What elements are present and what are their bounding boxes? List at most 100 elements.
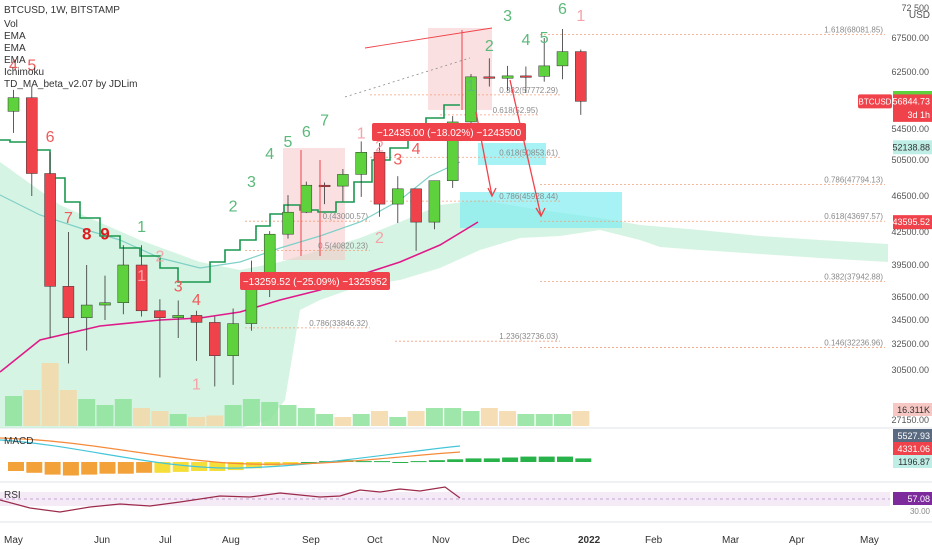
macd-histogram-bar (575, 458, 592, 462)
ema-long-line (0, 221, 479, 373)
price-tag-label: 43595.52 (892, 217, 930, 227)
indicator-legend: TD_MA_beta_v2.07 by JDLim (4, 79, 137, 90)
price-tag-label: 56844.73 (892, 96, 930, 106)
volume-bar (407, 411, 425, 426)
price-tag-label: 3d 1h (907, 110, 930, 120)
ichimoku-cloud (0, 162, 888, 428)
candle (483, 58, 496, 87)
candle-body (300, 184, 313, 213)
candle-body (428, 180, 441, 223)
volume-bar (297, 408, 315, 426)
candle-body (99, 302, 111, 306)
projection-arrowhead (487, 187, 497, 198)
price-tag (893, 215, 932, 230)
price-axis-label: 54500.00 (891, 124, 929, 134)
macd-tag (893, 442, 932, 455)
price-tag-label: 52138.88 (892, 142, 930, 152)
candle-body (446, 121, 459, 181)
price-axis-label: 34500.00 (891, 315, 929, 325)
candle-body (520, 75, 532, 78)
candle-body (26, 97, 38, 174)
fib-label: 0.786(47794.13) (824, 175, 883, 184)
price-axis-label: 39500.00 (891, 260, 929, 270)
volume-bar (425, 408, 443, 426)
td-count-label: 1 (192, 376, 201, 393)
macd-histogram-bar (62, 462, 79, 476)
candle (318, 182, 331, 205)
volume-bar (188, 417, 205, 426)
resistance-line (364, 27, 493, 49)
macd-histogram-bar (136, 462, 153, 473)
macd-tag-label: 1196.87 (898, 457, 930, 467)
td-count-label: 3 (174, 279, 183, 296)
time-axis-label: Dec (512, 535, 530, 546)
candle-body (7, 97, 20, 112)
time-axis-label: Jun (94, 535, 110, 546)
td-count-label: 4 (412, 141, 421, 158)
macd-histogram-bar (483, 458, 500, 462)
td-count-label: 5 (284, 134, 293, 151)
td-count-label: 1 (137, 268, 146, 285)
volume-bar (224, 405, 242, 426)
time-axis-label: May (4, 535, 23, 546)
macd-tag (893, 429, 932, 442)
macd-histogram-bar (282, 462, 299, 464)
macd-tag (893, 455, 932, 468)
volume-bar (535, 414, 553, 426)
volume-bar (78, 399, 96, 426)
price-axis-label: 30500.00 (891, 365, 929, 375)
volume-bar (96, 405, 114, 426)
candle (209, 316, 221, 387)
volume-bar (389, 417, 407, 426)
td-count-label: 3 (247, 174, 256, 191)
volume-tag (893, 403, 932, 416)
td-count-label: 9 (100, 225, 109, 244)
fib-label: 1.236(32736.03) (499, 332, 558, 341)
macd-histogram-bar (465, 458, 482, 462)
volume-bar (444, 408, 462, 426)
trend-dotted-line (344, 57, 471, 98)
price-axis-label: 62500.00 (891, 67, 929, 77)
price-tag-label: BTCUSD (859, 97, 892, 106)
macd-signal-line (0, 437, 461, 465)
volume-bar (572, 411, 590, 426)
fib-label: 0.618(43697.57) (824, 212, 883, 221)
volume-bar (462, 411, 480, 426)
td-count-label: 4 (9, 58, 18, 75)
candle-body (410, 188, 422, 223)
candle (556, 29, 569, 80)
candle (7, 89, 20, 133)
candle-body (172, 315, 184, 318)
candle-body (154, 310, 166, 318)
candle (373, 142, 386, 217)
time-axis-label: May (860, 535, 879, 546)
candle (44, 152, 56, 338)
fib-label: 0.382(57772.29) (499, 86, 558, 95)
volume-tag-label: 16.311K (897, 405, 930, 415)
td-count-label: 8 (82, 225, 91, 244)
volume-bar (517, 414, 535, 426)
candle-body (282, 211, 294, 235)
price-axis-label: 36500.00 (891, 292, 929, 302)
volume-bar (41, 363, 59, 426)
time-axis-label: Jul (159, 535, 172, 546)
price-axis-label: 32500.00 (891, 339, 929, 349)
volume-bar (261, 402, 279, 426)
candle-body (483, 76, 496, 79)
td-count-label: 4 (265, 146, 274, 163)
rsi-panel-label: RSI (4, 490, 21, 501)
macd-histogram-bar (154, 462, 171, 473)
fib-label: 0.(43000.57) (323, 212, 369, 221)
macd-histogram-bar (81, 462, 98, 475)
price-axis-label: 72 500 (901, 3, 929, 13)
td-count-label: 6 (558, 1, 567, 18)
volume-bar (5, 396, 22, 426)
indicator-legend: EMA (4, 43, 26, 54)
macd-line (0, 439, 461, 469)
fib-zone-nov (428, 28, 492, 110)
volume-bar (499, 411, 517, 426)
td-count-label: 2 (229, 198, 238, 215)
macd-histogram-bar (172, 462, 189, 472)
price-tag (893, 140, 932, 155)
